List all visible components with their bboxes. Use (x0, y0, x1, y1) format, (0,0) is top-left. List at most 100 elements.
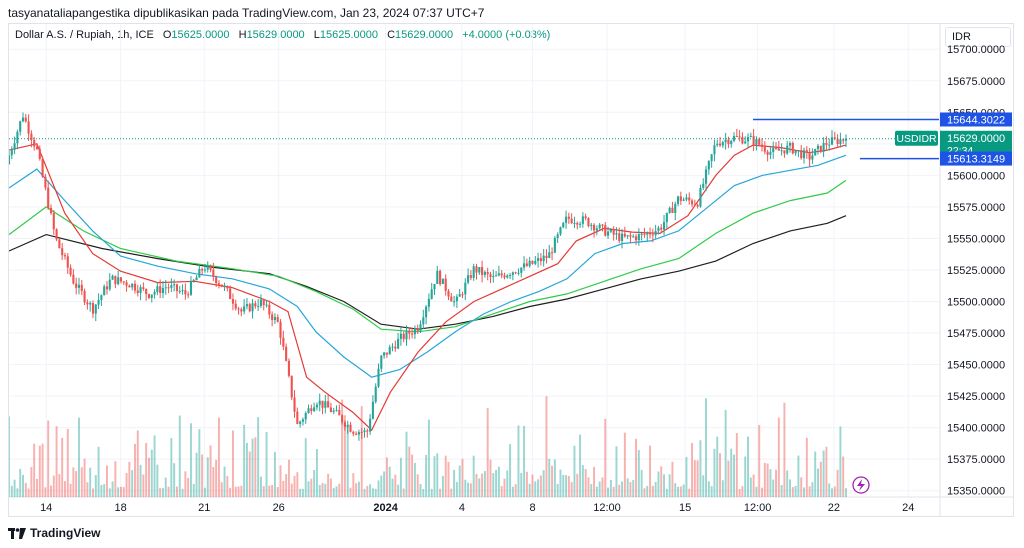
volume-bar (500, 486, 503, 497)
volume-bar (509, 444, 512, 497)
candle (472, 263, 475, 281)
candle-body (590, 224, 593, 227)
tradingview-footer[interactable]: TradingView (8, 526, 100, 540)
candle (797, 149, 800, 158)
volume-bar (377, 480, 380, 497)
volume-bar (97, 446, 100, 497)
volume-bar (397, 484, 400, 497)
volume-bar (579, 434, 582, 497)
candle (100, 294, 103, 306)
candle (657, 225, 660, 235)
candle (363, 427, 366, 438)
volume-bar (822, 450, 825, 497)
volume-bar (710, 486, 713, 497)
candle-body (464, 282, 467, 295)
candle (16, 129, 19, 150)
candle (475, 263, 478, 280)
time-tick-label: 12:00 (593, 502, 621, 514)
volume-bar (64, 481, 66, 497)
volume-bar (660, 466, 663, 497)
candle-body (618, 233, 621, 242)
candle-body (839, 139, 842, 145)
close-label: C (387, 29, 396, 41)
volume-bar (839, 426, 842, 497)
volume-bar (643, 488, 646, 497)
candle-body (318, 400, 321, 405)
candle (573, 216, 576, 229)
volume-bar (405, 431, 408, 497)
candle-body (735, 136, 738, 138)
candle (590, 222, 593, 231)
volume-bar (142, 474, 145, 497)
candle (763, 141, 766, 155)
candle (671, 201, 674, 214)
candle-body (257, 305, 260, 307)
volume-bar (679, 486, 682, 497)
candle (556, 232, 559, 244)
candle (262, 298, 265, 311)
candle-body (584, 216, 587, 219)
candle-body (383, 352, 386, 356)
candle (136, 284, 139, 297)
candle-body (525, 263, 528, 266)
candle (500, 269, 503, 279)
low-value: 15625.0000 (319, 29, 378, 41)
candle-body (399, 333, 402, 339)
lightning-icon[interactable] (852, 476, 870, 494)
candle-body (35, 146, 39, 149)
candle-body (234, 303, 237, 309)
candle (618, 227, 621, 244)
volume-bar (164, 477, 167, 497)
currency-selector[interactable]: IDR (945, 27, 1011, 47)
open-value: 15625.0000 (171, 29, 230, 41)
candle (674, 201, 677, 221)
candle-body (718, 143, 722, 146)
candle (103, 284, 106, 296)
volume-bar (161, 488, 164, 497)
candle-body (167, 287, 170, 289)
candle (724, 132, 727, 150)
candle (279, 319, 282, 345)
candle (814, 148, 817, 156)
candle (293, 390, 296, 418)
candle-body (696, 204, 699, 207)
candlesticks (9, 112, 848, 441)
candle (212, 262, 215, 282)
volume-bar (769, 469, 772, 497)
brand-name: TradingView (30, 526, 101, 540)
volume-bar (310, 478, 313, 497)
candle-body (668, 207, 671, 213)
volume-bar (52, 475, 55, 497)
candle (654, 224, 657, 239)
candle (685, 193, 688, 202)
candle (469, 270, 472, 281)
volume-bar (831, 488, 833, 497)
candle (105, 281, 109, 295)
volume-bar (635, 438, 638, 497)
candle-body (766, 151, 769, 155)
candle (537, 252, 540, 268)
volume-bar (707, 481, 710, 497)
volume-bar (262, 486, 265, 497)
candle (433, 283, 436, 295)
candle-body (329, 407, 332, 412)
candle-body (553, 238, 556, 253)
candle-body (198, 268, 201, 278)
volume-bar (133, 443, 136, 497)
volume-bar (825, 446, 828, 497)
candle (702, 178, 705, 191)
volume-bar (607, 487, 610, 497)
candle (315, 402, 318, 411)
candle-body (727, 139, 730, 145)
volume-bar (92, 488, 94, 497)
volume-bar (845, 488, 847, 497)
candle (332, 407, 335, 415)
candle (425, 304, 428, 325)
volume-bar (663, 474, 666, 497)
time-tick-label: 26 (273, 502, 285, 514)
volume-bar (173, 463, 176, 497)
candle-body (741, 136, 744, 144)
volume-bar (366, 485, 369, 497)
candle-body (671, 207, 674, 213)
